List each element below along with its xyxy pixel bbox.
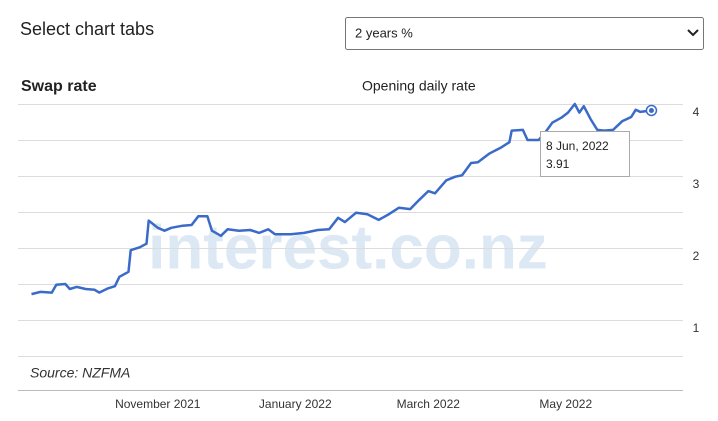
chart-title: Swap rate [21, 78, 97, 95]
y-tick-label: 1 [693, 321, 700, 335]
y-tick-label: 2 [693, 249, 700, 263]
chart-subtitle: Opening daily rate [362, 78, 476, 94]
overlay: 8 Jun, 2022 3.91 [540, 104, 658, 177]
dropdown-chevron[interactable] [687, 29, 699, 37]
x-tick-label: January 2022 [259, 397, 332, 411]
heading: Select chart tabs [20, 19, 154, 39]
tooltip-box [540, 131, 630, 177]
x-tick-label: May 2022 [539, 397, 592, 411]
dropdown-box[interactable] [345, 17, 704, 50]
tooltip-value: 3.91 [546, 157, 570, 171]
y-tick-label: 4 [693, 105, 700, 119]
dropdown[interactable]: 2 years % [345, 17, 704, 50]
hover-point [648, 107, 654, 113]
x-tick-label: November 2021 [115, 397, 201, 411]
plot: 1 2 3 4 November 2021 January 2022 March 2022 M… [18, 102, 700, 411]
y-tick-label: 3 [693, 177, 700, 191]
tooltip-date: 8 Jun, 2022 [546, 139, 609, 153]
watermark: interest.co.nz [148, 213, 548, 282]
x-tick-label: March 2022 [397, 397, 461, 411]
source: Source: NZFMA [30, 365, 130, 381]
dropdown-value[interactable]: 2 years % [355, 25, 413, 40]
data-line [31, 102, 652, 296]
